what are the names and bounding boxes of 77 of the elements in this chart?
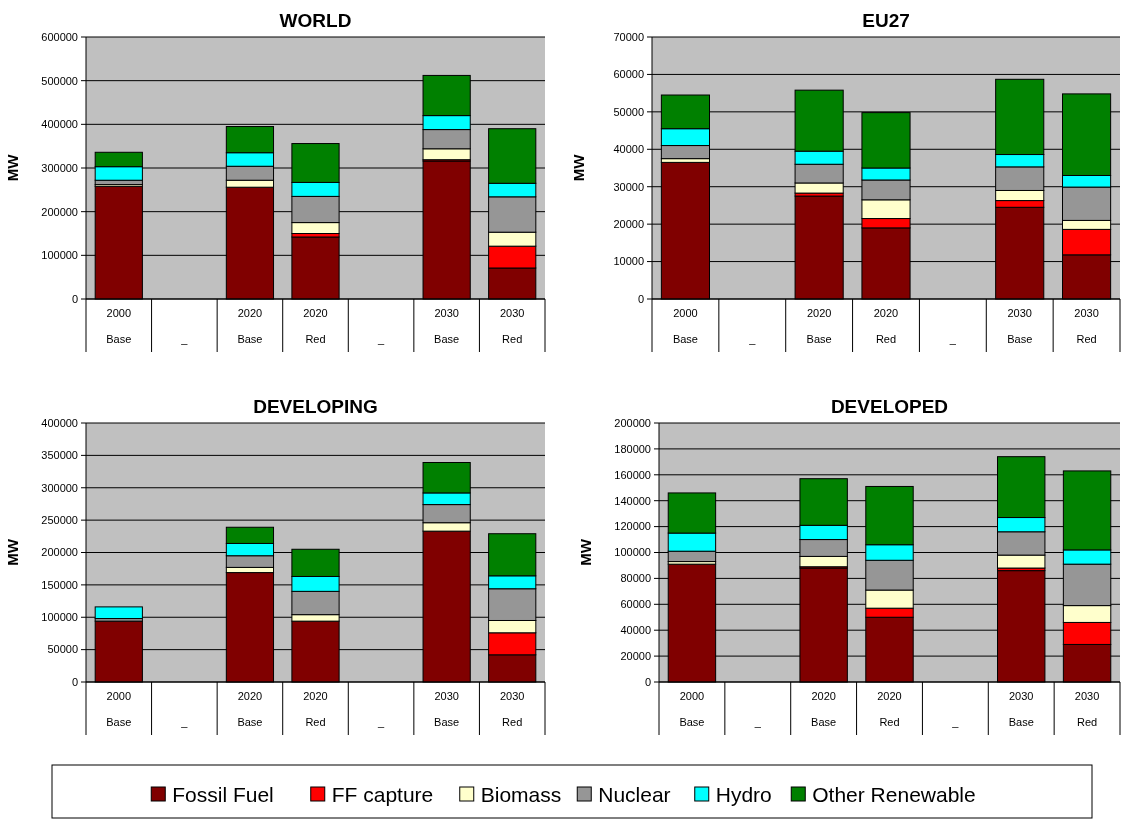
y-tick-label: 500000 xyxy=(41,74,78,87)
category-label: 2030 Red xyxy=(499,307,525,345)
category-label: 2030 Base xyxy=(1007,307,1033,345)
legend-label: FF capture xyxy=(331,783,434,807)
y-tick-label: 20000 xyxy=(613,217,644,230)
y-tick-label: 10000 xyxy=(613,255,644,268)
legend-label: Hydro xyxy=(715,783,772,807)
y-tick-label: 100000 xyxy=(41,611,78,624)
category-label: 2020 Red xyxy=(877,690,902,728)
category-label: 2000 Base xyxy=(679,690,705,728)
x-tick-label: _ xyxy=(377,333,386,345)
y-tick-label: 50000 xyxy=(47,643,78,656)
y-tick-label: 150000 xyxy=(41,578,78,591)
x-tick-label: _ xyxy=(377,716,386,728)
category-label: 2000 Base xyxy=(106,690,132,728)
category-label: 2020 Red xyxy=(873,307,899,345)
y-tick-label: 300000 xyxy=(41,161,78,174)
y-tick-label: 200000 xyxy=(41,205,78,218)
y-tick-label: 60000 xyxy=(620,598,651,611)
y-axis-title: MW xyxy=(4,538,21,566)
legend-label: Fossil Fuel xyxy=(172,783,274,807)
chart-title: DEVELOPED xyxy=(830,396,949,417)
y-tick-label: 60000 xyxy=(613,68,644,81)
y-tick-label: 40000 xyxy=(613,143,644,156)
legend-label: Nuclear xyxy=(598,783,671,807)
x-tick-label: _ xyxy=(180,716,189,728)
y-tick-label: 400000 xyxy=(41,416,78,429)
y-tick-label: 30000 xyxy=(613,180,644,193)
x-tick-label: _ xyxy=(748,333,757,345)
y-tick-label: 180000 xyxy=(614,442,651,455)
x-tick-label: _ xyxy=(951,716,960,728)
y-tick-label: 80000 xyxy=(620,572,651,585)
y-tick-label: 300000 xyxy=(41,481,78,494)
chart-title: DEVELOPING xyxy=(253,396,378,417)
category-label: 2020 Red xyxy=(303,307,328,345)
y-tick-label: 350000 xyxy=(41,449,78,462)
category-label: 2030 Base xyxy=(434,690,460,728)
chart-title: EU27 xyxy=(862,10,910,31)
y-tick-label: 160000 xyxy=(614,468,651,481)
legend-label: Biomass xyxy=(480,783,562,807)
x-tick-label: _ xyxy=(948,333,957,345)
category-label: 2000 Base xyxy=(106,307,132,345)
category-label: 2000 Base xyxy=(672,307,698,345)
y-tick-label: 400000 xyxy=(41,118,78,131)
y-tick-label: 20000 xyxy=(620,649,651,662)
category-label: 2030 Red xyxy=(1074,690,1100,728)
category-label: 2030 Base xyxy=(1008,690,1034,728)
y-tick-label: 200000 xyxy=(614,416,651,429)
y-tick-label: 250000 xyxy=(41,513,78,526)
y-tick-label: 120000 xyxy=(614,520,651,533)
y-tick-label: 40000 xyxy=(620,624,651,637)
y-axis-title: MW xyxy=(577,538,594,566)
y-tick-label: 50000 xyxy=(613,105,644,118)
y-axis-title: MW xyxy=(4,153,21,182)
y-tick-label: 0 xyxy=(71,675,78,688)
y-tick-label: 70000 xyxy=(613,30,644,43)
y-tick-label: 140000 xyxy=(614,494,651,507)
y-tick-label: 0 xyxy=(644,675,651,688)
x-tick-label: _ xyxy=(753,716,762,728)
y-tick-label: 200000 xyxy=(41,546,78,559)
y-tick-label: 100000 xyxy=(614,546,651,559)
category-label: 2030 Red xyxy=(499,690,525,728)
chart-title: WORLD xyxy=(279,10,352,31)
category-label: 2020 Red xyxy=(303,690,328,728)
category-label: 2020 Base xyxy=(811,690,837,728)
category-label: 2020 Base xyxy=(806,307,832,345)
category-label: 2020 Base xyxy=(237,307,263,345)
category-label: 2020 Base xyxy=(237,690,263,728)
y-tick-label: 600000 xyxy=(41,30,78,43)
legend-label: Other Renewable xyxy=(812,783,976,807)
y-tick-label: 0 xyxy=(71,292,78,305)
x-tick-label: _ xyxy=(180,333,189,345)
category-label: 2030 Base xyxy=(434,307,460,345)
y-tick-label: 0 xyxy=(637,292,644,305)
category-label: 2030 Red xyxy=(1074,307,1099,345)
y-tick-label: 100000 xyxy=(41,249,78,262)
y-axis-title: MW xyxy=(570,153,587,182)
